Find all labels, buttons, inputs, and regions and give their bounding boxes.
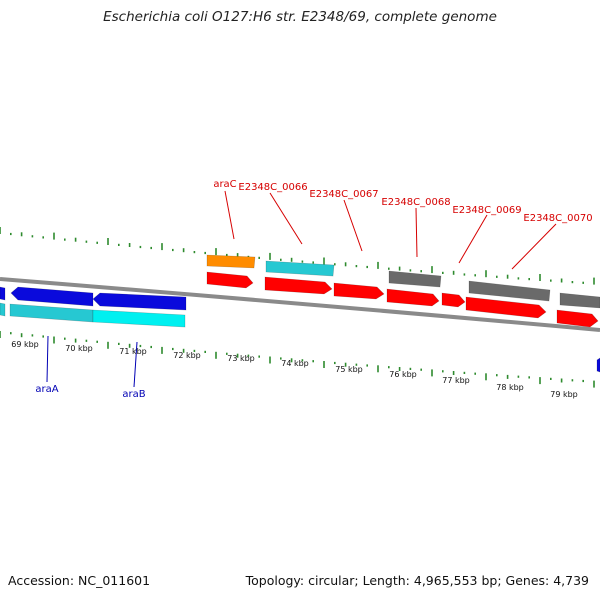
kbp-label: 77 kbp bbox=[442, 376, 470, 385]
gene-arab-cyan[interactable] bbox=[92, 309, 186, 328]
gene-left-cyan-1[interactable] bbox=[0, 302, 6, 317]
gene-0070-gray[interactable] bbox=[559, 292, 600, 309]
kbp-scale-labels: 69 kbp 70 kbp 71 kbp 72 kbp 73 kbp 74 kb… bbox=[11, 340, 578, 399]
callout-line-0066 bbox=[269, 192, 303, 245]
genome-title: Escherichia coli O127:H6 str. E2348/69, … bbox=[103, 9, 497, 25]
gene-right-blue[interactable] bbox=[596, 357, 600, 373]
gene-araa-cyan[interactable] bbox=[9, 303, 94, 323]
gene-0066-cyan[interactable] bbox=[265, 260, 335, 277]
kbp-label: 72 kbp bbox=[173, 351, 201, 360]
gene-arab-blue[interactable] bbox=[92, 292, 187, 311]
gene-arac-red[interactable] bbox=[206, 271, 254, 289]
backbone-line bbox=[0, 277, 600, 332]
gene-label-0067[interactable]: E2348C_0067 bbox=[309, 189, 378, 200]
gene-label-0068[interactable]: E2348C_0068 bbox=[381, 197, 450, 208]
gene-label-0066[interactable]: E2348C_0066 bbox=[238, 182, 307, 193]
kbp-label: 69 kbp bbox=[11, 340, 39, 349]
gene-left-blue-1[interactable] bbox=[0, 286, 6, 301]
gene-0069b-red[interactable] bbox=[465, 296, 547, 319]
kbp-label: 74 kbp bbox=[281, 359, 309, 368]
gene-0068-gray[interactable] bbox=[388, 270, 442, 288]
gene-arac-orange[interactable] bbox=[206, 254, 256, 269]
lower-gene-row-2 bbox=[0, 302, 600, 373]
gene-0070-red[interactable] bbox=[556, 309, 599, 328]
gene-araa-blue[interactable] bbox=[10, 286, 94, 307]
gene-label-0070[interactable]: E2348C_0070 bbox=[523, 213, 592, 224]
kbp-label: 71 kbp bbox=[119, 347, 147, 356]
callout-line-arac bbox=[224, 190, 235, 240]
kbp-label: 79 kbp bbox=[550, 390, 578, 399]
accession-text: Accession: NC_011601 bbox=[8, 573, 151, 588]
gene-0069a-red[interactable] bbox=[441, 292, 466, 308]
kbp-label: 70 kbp bbox=[65, 344, 93, 353]
gene-label-araa[interactable]: araA bbox=[35, 384, 58, 395]
kbp-label: 76 kbp bbox=[389, 370, 417, 379]
gene-0069-gray[interactable] bbox=[468, 280, 551, 302]
gene-0066-red[interactable] bbox=[264, 276, 333, 295]
gene-0067-red[interactable] bbox=[333, 282, 385, 300]
callout-line-0070 bbox=[511, 223, 557, 270]
callout-line-0068 bbox=[415, 207, 418, 258]
callout-line-arab bbox=[133, 341, 138, 388]
gene-label-arac[interactable]: araC bbox=[213, 179, 236, 190]
gene-0068-red[interactable] bbox=[386, 288, 440, 307]
callout-line-0067 bbox=[343, 199, 363, 252]
kbp-label: 78 kbp bbox=[496, 383, 524, 392]
gene-label-0069[interactable]: E2348C_0069 bbox=[452, 205, 521, 216]
callout-line-araa bbox=[46, 335, 49, 383]
upper-callouts bbox=[224, 190, 557, 270]
upper-gene-row-2 bbox=[206, 271, 599, 328]
upper-gene-row-1 bbox=[206, 254, 600, 309]
kbp-label: 75 kbp bbox=[335, 365, 363, 374]
gene-label-arab[interactable]: araB bbox=[122, 389, 145, 400]
genome-summary-text: Topology: circular; Length: 4,965,553 bp… bbox=[245, 573, 589, 588]
lower-gene-row-1 bbox=[0, 286, 187, 311]
ticks-inner bbox=[0, 331, 595, 388]
lower-callouts bbox=[46, 335, 138, 388]
kbp-label: 73 kbp bbox=[227, 354, 255, 363]
callout-line-0069 bbox=[458, 214, 488, 264]
